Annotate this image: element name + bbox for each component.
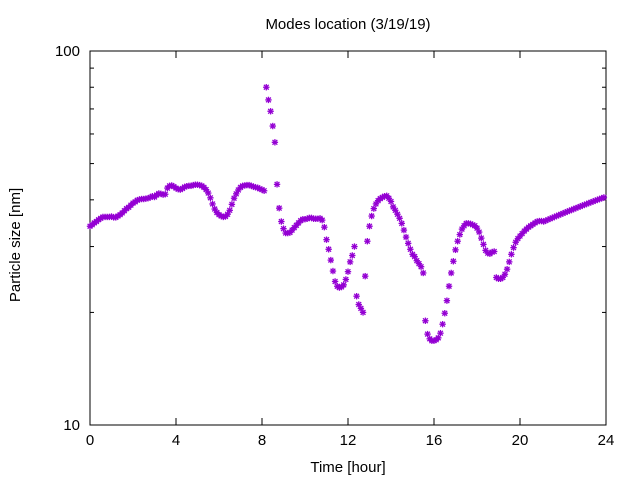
data-point xyxy=(445,283,453,290)
data-point xyxy=(325,246,332,253)
data-point xyxy=(273,181,281,188)
data-point xyxy=(353,292,360,300)
data-point xyxy=(323,236,330,243)
data-point xyxy=(503,265,511,273)
data-point xyxy=(475,228,483,236)
x-tick-label: 8 xyxy=(258,432,266,449)
data-point xyxy=(267,108,274,115)
data-point xyxy=(443,297,451,304)
data-point xyxy=(407,246,414,253)
data-point xyxy=(439,321,446,328)
x-tick-label: 24 xyxy=(598,432,615,449)
data-point xyxy=(368,212,375,220)
data-point xyxy=(491,248,498,255)
x-tick-label: 12 xyxy=(340,432,357,449)
data-point xyxy=(349,252,356,259)
data-point xyxy=(454,238,461,245)
data-point xyxy=(319,216,326,224)
data-point xyxy=(448,269,455,277)
data-point xyxy=(437,329,444,337)
data-point xyxy=(359,309,367,316)
data-point xyxy=(420,269,427,277)
data-point xyxy=(226,207,233,214)
data-point xyxy=(344,268,352,275)
data-point xyxy=(265,96,272,104)
data-point xyxy=(452,246,459,254)
data-point xyxy=(456,231,463,238)
data-point xyxy=(478,234,485,242)
data-point xyxy=(366,223,373,230)
data-point xyxy=(480,241,487,248)
data-points xyxy=(86,84,608,344)
data-point xyxy=(340,281,347,289)
data-point xyxy=(387,198,395,205)
x-tick-label: 16 xyxy=(426,432,443,449)
data-point xyxy=(396,215,403,222)
data-point xyxy=(405,240,412,247)
data-point xyxy=(342,276,350,283)
data-point xyxy=(271,139,279,146)
data-point xyxy=(398,220,405,227)
data-point xyxy=(263,84,270,91)
data-point xyxy=(450,258,457,265)
data-point xyxy=(441,310,448,317)
data-point xyxy=(508,251,515,258)
data-point xyxy=(351,243,358,250)
data-point xyxy=(600,194,608,201)
data-point xyxy=(321,223,328,231)
data-point xyxy=(260,187,268,194)
y-axis-label: Particle size [nm] xyxy=(7,188,24,302)
x-tick-label: 20 xyxy=(512,432,529,449)
data-point xyxy=(327,256,334,264)
data-point xyxy=(329,267,337,275)
axis-ticks xyxy=(89,50,607,426)
x-tick-label: 0 xyxy=(86,432,94,449)
data-point xyxy=(209,200,216,208)
axis-tick-labels: 0 4 8 12 16 20 24 10 100 xyxy=(55,43,614,449)
y-tick-label: 100 xyxy=(55,43,80,60)
data-point xyxy=(276,204,283,212)
chart-title: Modes location (3/19/19) xyxy=(265,16,430,33)
data-point xyxy=(228,201,236,208)
data-point xyxy=(162,191,169,198)
data-point xyxy=(501,271,509,278)
y-tick-label: 10 xyxy=(63,417,80,434)
data-point xyxy=(364,238,371,245)
data-point xyxy=(422,317,429,324)
x-axis-label: Time [hour] xyxy=(310,459,385,476)
data-point xyxy=(362,272,369,280)
data-point xyxy=(269,122,276,130)
x-tick-label: 4 xyxy=(172,432,180,449)
data-point xyxy=(402,233,410,241)
data-point xyxy=(207,194,214,202)
data-point xyxy=(278,218,285,225)
data-point xyxy=(417,263,425,270)
data-point xyxy=(211,205,218,213)
data-point xyxy=(400,226,408,234)
data-point xyxy=(510,244,517,251)
data-point xyxy=(506,258,513,266)
data-point xyxy=(346,258,354,266)
